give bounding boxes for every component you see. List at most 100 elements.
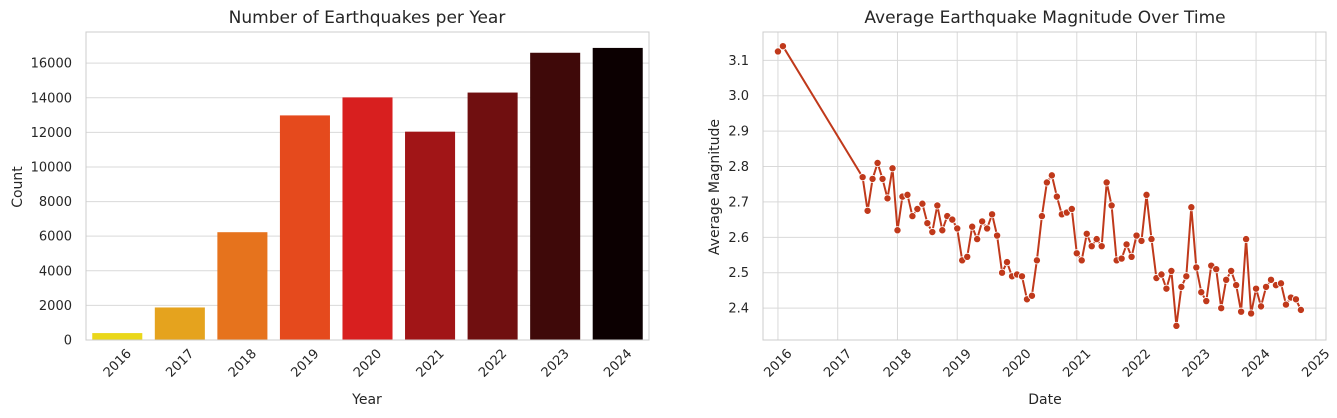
bar-2024	[592, 47, 643, 341]
data-point	[1042, 178, 1051, 187]
x-tick-label: 2017	[163, 347, 197, 381]
data-point	[873, 158, 882, 167]
y-tick-label: 2.8	[728, 160, 749, 175]
data-point	[878, 174, 887, 183]
data-point	[1172, 321, 1181, 330]
data-point	[1082, 229, 1091, 238]
data-point	[1222, 275, 1231, 284]
y-tick-label: 2.7	[728, 195, 749, 210]
x-tick-label: 2018	[881, 347, 915, 381]
data-point	[1167, 266, 1176, 275]
data-point	[1187, 203, 1196, 212]
data-point	[953, 224, 962, 233]
chart-title: Number of Earthquakes per Year	[229, 8, 506, 28]
data-point	[1102, 178, 1111, 187]
bars	[92, 47, 643, 341]
data-point	[1281, 300, 1290, 309]
data-point	[1003, 258, 1012, 267]
data-point	[888, 164, 897, 173]
data-point	[1017, 272, 1026, 281]
data-point	[1177, 282, 1186, 291]
x-axis-label: Date	[1028, 392, 1061, 408]
y-tick-label: 10000	[31, 160, 72, 175]
plot-frame	[762, 31, 1327, 341]
bar-2018	[217, 232, 268, 340]
data-point	[1127, 252, 1136, 261]
series-markers	[773, 42, 1305, 330]
x-tick-label: 2016	[101, 347, 135, 381]
data-point	[1276, 279, 1285, 288]
data-point	[978, 217, 987, 226]
y-tick-label: 6000	[39, 230, 72, 245]
data-point	[1052, 192, 1061, 201]
x-tick-label: 2023	[1180, 347, 1214, 381]
data-point	[1142, 190, 1151, 199]
x-tick-label: 2017	[821, 347, 855, 381]
y-tick-labels: 2.4 2.5 2.6 2.7 2.8 2.9 3.0 3.1	[728, 54, 749, 317]
bar-2017	[154, 307, 205, 340]
data-point	[988, 210, 997, 219]
data-point	[1262, 282, 1271, 291]
data-point	[928, 228, 937, 237]
data-point	[1147, 235, 1156, 244]
data-point	[1227, 266, 1236, 275]
data-point	[1097, 242, 1106, 251]
data-point	[1296, 305, 1305, 314]
y-tick-label: 16000	[31, 57, 72, 72]
y-tick-label: 2.6	[728, 231, 749, 246]
x-tick-label: 2016	[761, 347, 795, 381]
data-point	[778, 42, 787, 51]
data-point	[1087, 242, 1096, 251]
data-point	[1202, 297, 1211, 306]
bar-2021	[405, 131, 456, 340]
y-axis-label: Count	[10, 166, 26, 208]
x-tick-label: 2025	[1299, 347, 1333, 381]
data-point	[1037, 212, 1046, 221]
data-point	[933, 201, 942, 210]
data-point	[1117, 254, 1126, 263]
earthquakes-per-year-chart: 0 2000 4000 6000 8000 10000 12000 14000 16000 20…	[10, 8, 650, 408]
data-point	[963, 252, 972, 261]
plot-frame	[85, 31, 650, 341]
data-point	[1192, 263, 1201, 272]
bar-2016	[92, 333, 143, 340]
data-point	[903, 190, 912, 199]
y-axis-label: Average Magnitude	[707, 119, 723, 255]
data-point	[1217, 304, 1226, 313]
y-tick-label: 14000	[31, 91, 72, 106]
data-point	[923, 219, 932, 228]
y-tick-label: 12000	[31, 126, 72, 141]
x-tick-label: 2020	[1001, 347, 1035, 381]
y-tick-labels: 0 2000 4000 6000 8000 10000 12000 14000 16000	[31, 57, 72, 349]
x-tick-label: 2020	[351, 347, 385, 381]
x-tick-label: 2024	[601, 347, 635, 381]
data-point	[973, 235, 982, 244]
data-point	[1092, 235, 1101, 244]
bar-2020	[342, 97, 393, 340]
data-point	[1267, 275, 1276, 284]
data-point	[1162, 284, 1171, 293]
x-tick-label: 2022	[1120, 347, 1154, 381]
data-point	[893, 226, 902, 235]
data-point	[1072, 249, 1081, 258]
data-point	[1257, 302, 1266, 311]
data-point	[1291, 295, 1300, 304]
x-tick-label: 2018	[226, 347, 260, 381]
data-point	[1107, 201, 1116, 210]
data-point	[883, 194, 892, 203]
data-point	[1157, 270, 1166, 279]
data-point	[1077, 256, 1086, 265]
data-point	[908, 212, 917, 221]
data-point	[948, 215, 957, 224]
x-tick-label: 2021	[414, 347, 448, 381]
bar-2019	[279, 115, 330, 340]
data-point	[863, 206, 872, 215]
data-point	[868, 174, 877, 183]
data-point	[1137, 236, 1146, 245]
x-axis-label: Year	[351, 392, 382, 408]
x-tick-label: 2019	[941, 347, 975, 381]
data-point	[1032, 256, 1041, 265]
data-point	[1182, 272, 1191, 281]
data-point	[1122, 240, 1131, 249]
